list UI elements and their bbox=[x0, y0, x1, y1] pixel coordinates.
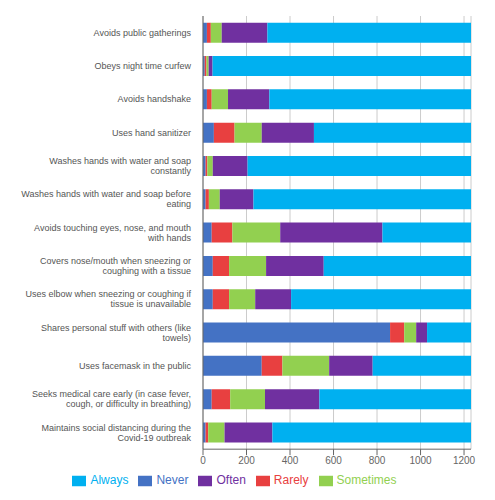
svg-text:1200: 1200 bbox=[453, 455, 476, 466]
svg-text:Washes hands with water and so: Washes hands with water and soap beforee… bbox=[21, 189, 191, 209]
svg-text:Avoids touching eyes, nose, an: Avoids touching eyes, nose, and mouthwit… bbox=[34, 223, 191, 243]
html-text:Sometimes: Sometimes bbox=[336, 473, 397, 488]
svg-text:Obeys night time curfew: Obeys night time curfew bbox=[94, 61, 191, 71]
html-text:Often: Often bbox=[216, 473, 246, 488]
svg-text:Uses hand sanitizer: Uses hand sanitizer bbox=[112, 128, 191, 138]
svg-text:Uses facemask in the public: Uses facemask in the public bbox=[79, 361, 192, 371]
html-text:Always: Always bbox=[90, 473, 129, 488]
svg-text:200: 200 bbox=[238, 455, 255, 466]
html-text:Never: Never bbox=[156, 473, 189, 488]
svg-text:Avoids handshake: Avoids handshake bbox=[118, 94, 191, 104]
svg-text:600: 600 bbox=[325, 455, 342, 466]
svg-text:Maintains social distancing du: Maintains social distancing during theCo… bbox=[41, 423, 191, 443]
svg-text:Washes hands with water and so: Washes hands with water and soapconstant… bbox=[49, 156, 191, 176]
svg-text:1000: 1000 bbox=[409, 455, 432, 466]
html-text:Rarely: Rarely bbox=[273, 473, 309, 488]
svg-text:Covers nose/mouth when sneezin: Covers nose/mouth when sneezing orcoughi… bbox=[40, 256, 191, 276]
svg-text:Shares personal stuff with oth: Shares personal stuff with others (liket… bbox=[41, 323, 191, 343]
svg-text:0: 0 bbox=[200, 455, 206, 466]
svg-text:400: 400 bbox=[282, 455, 299, 466]
svg-text:Avoids public gatherings: Avoids public gatherings bbox=[94, 28, 192, 38]
svg-text:800: 800 bbox=[369, 455, 386, 466]
svg-text:Uses elbow when sneezing or co: Uses elbow when sneezing or coughing ift… bbox=[25, 289, 191, 309]
svg-text:Seeks medical care early (in c: Seeks medical care early (in case fever,… bbox=[32, 389, 191, 409]
